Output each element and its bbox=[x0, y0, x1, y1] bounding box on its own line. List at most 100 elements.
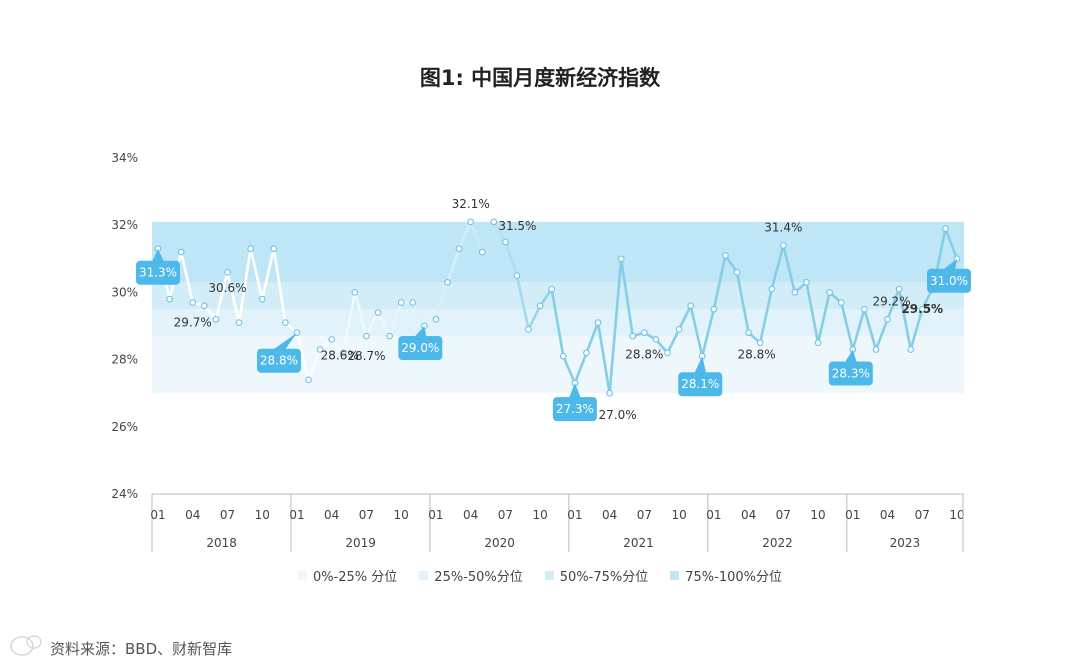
callout-box bbox=[136, 260, 180, 285]
x-tick-label: 10 bbox=[810, 508, 825, 522]
x-tick-label: 04 bbox=[185, 508, 200, 522]
data-point bbox=[224, 268, 231, 276]
data-label: 29.5% bbox=[901, 302, 943, 316]
x-tick-label: 04 bbox=[602, 508, 617, 522]
legend-label: 25%-50%分位 bbox=[434, 570, 523, 585]
line-segment bbox=[608, 257, 623, 395]
data-label: 32.1% bbox=[452, 197, 490, 211]
data-point bbox=[247, 245, 254, 253]
line-segment bbox=[573, 351, 588, 385]
x-tick-label: 04 bbox=[741, 508, 756, 522]
legend-swatch bbox=[544, 571, 554, 580]
line-segment bbox=[237, 247, 252, 324]
percentile-bands bbox=[152, 221, 964, 394]
data-label: 27.0% bbox=[599, 408, 637, 422]
legend-item: 25%-50%分位 bbox=[419, 566, 523, 585]
line-segment bbox=[758, 287, 774, 345]
y-tick-label: 30% bbox=[111, 285, 138, 299]
line-segment bbox=[619, 257, 635, 338]
line-segment bbox=[538, 287, 554, 308]
callout-box bbox=[398, 336, 443, 360]
data-point bbox=[490, 218, 498, 226]
data-point bbox=[559, 352, 567, 360]
line-segment bbox=[307, 348, 322, 382]
data-point bbox=[536, 302, 544, 310]
line-segment bbox=[411, 301, 426, 328]
data-point bbox=[907, 346, 915, 353]
callout-pointer bbox=[844, 349, 857, 363]
y-tick-label: 32% bbox=[111, 218, 138, 232]
x-tick-label: 10 bbox=[255, 508, 270, 522]
callout-text: 28.8% bbox=[260, 354, 298, 368]
year-label: 2022 bbox=[762, 536, 793, 550]
data-point bbox=[768, 285, 776, 293]
data-point bbox=[606, 389, 613, 397]
x-tick-label: 10 bbox=[949, 508, 964, 522]
x-tick-label: 04 bbox=[880, 508, 895, 522]
callout-pointer bbox=[272, 332, 297, 350]
x-tick-label: 07 bbox=[637, 508, 652, 522]
line-segment bbox=[272, 247, 287, 324]
data-point bbox=[733, 268, 741, 276]
data-point bbox=[200, 302, 208, 310]
callout-box bbox=[552, 397, 597, 422]
line-segment bbox=[944, 227, 959, 261]
callout-box bbox=[256, 348, 301, 373]
line-segment bbox=[561, 354, 577, 385]
x-tick-label: 01 bbox=[845, 508, 860, 522]
line-segment bbox=[724, 254, 739, 274]
callout-text: 27.3% bbox=[556, 402, 594, 416]
data-point bbox=[189, 299, 197, 306]
data-point bbox=[212, 315, 220, 323]
line-segment bbox=[353, 291, 368, 338]
x-tick-label: 01 bbox=[150, 508, 165, 522]
line-segment bbox=[839, 301, 855, 351]
callout-label: 27.3% bbox=[552, 383, 597, 422]
data-point bbox=[710, 305, 718, 313]
line-segment bbox=[550, 287, 565, 358]
data-label: 31.5% bbox=[498, 219, 536, 233]
line-chart: 24% 26% 28% 30% 32% 34% 01 04 07 10 2018 01 04 07 10 2… bbox=[111, 151, 972, 552]
legend-label: 0%-25% 分位 bbox=[312, 570, 398, 585]
y-tick-label: 34% bbox=[111, 151, 138, 165]
x-tick-label: 01 bbox=[428, 508, 443, 522]
data-point bbox=[791, 289, 799, 296]
line-segment bbox=[666, 328, 681, 355]
y-tick-label: 24% bbox=[111, 487, 138, 501]
line-segment bbox=[504, 240, 519, 277]
data-point bbox=[583, 349, 590, 357]
data-point bbox=[837, 299, 845, 306]
line-segment bbox=[805, 281, 820, 345]
data-label: 28.8% bbox=[625, 348, 663, 362]
line-segment bbox=[897, 287, 913, 351]
data-point bbox=[884, 315, 891, 323]
x-tick-label: 04 bbox=[463, 508, 478, 522]
line-segment bbox=[596, 321, 611, 395]
data-point bbox=[617, 255, 625, 263]
data-point bbox=[258, 295, 266, 303]
line-segment bbox=[446, 247, 461, 284]
year-label: 2018 bbox=[206, 536, 237, 550]
callout-label: 28.8% bbox=[256, 332, 301, 373]
data-point bbox=[629, 332, 637, 340]
line-segment bbox=[214, 270, 229, 321]
y-tick-label: 28% bbox=[111, 353, 138, 367]
data-point bbox=[826, 289, 833, 296]
data-point bbox=[432, 315, 440, 323]
x-tick-label: 07 bbox=[776, 508, 791, 522]
series-points bbox=[154, 218, 961, 397]
callout-text: 28.3% bbox=[832, 367, 870, 381]
callout-box bbox=[828, 361, 873, 386]
data-point bbox=[513, 272, 521, 279]
line-segment bbox=[226, 270, 241, 324]
data-label: 29.2% bbox=[872, 294, 910, 308]
callout-label: 31.3% bbox=[136, 248, 180, 285]
line-segment bbox=[689, 304, 704, 358]
year-label: 2019 bbox=[345, 536, 376, 550]
data-point bbox=[166, 295, 173, 303]
data-point bbox=[525, 326, 532, 333]
callout-pointer bbox=[694, 356, 707, 374]
chart-title: 图1: 中国月度新经济指数 bbox=[419, 66, 661, 90]
line-segment bbox=[782, 244, 797, 294]
year-label: 2020 bbox=[484, 536, 515, 550]
